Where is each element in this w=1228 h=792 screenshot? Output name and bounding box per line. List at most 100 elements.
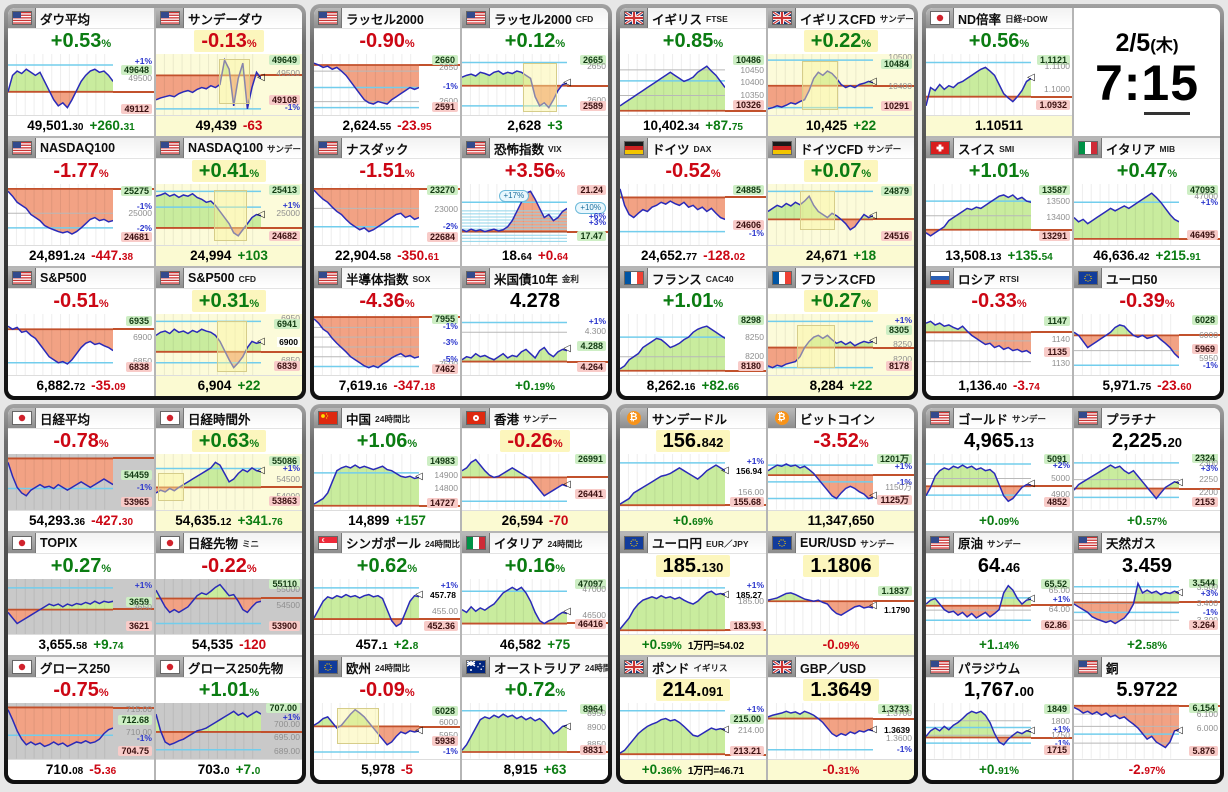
market-cell[interactable]: ゴールド サンデー 4,965.13 ◁ 5091 +2% 5000 4900 4852 +0.0… (926, 408, 1072, 531)
market-cell[interactable]: GBP／USD 1.3649 ◁ 1.3733 1.3700 1.3639 1.3600 -1… (768, 657, 914, 780)
cell-quote: 54,293.36 -427.30 (8, 509, 154, 531)
flag-tab (8, 408, 36, 428)
tick-high-badge: 47093 (1186, 184, 1218, 195)
cell-change-percent: +1.01% (662, 290, 724, 312)
market-cell[interactable]: イギリスCFDサンデー+0.22%◁1050010484104001029110… (768, 8, 914, 136)
flag-tab (156, 8, 184, 28)
market-cell[interactable]: フランス CAC40 +1.01% 8298 8250 8200 8180 8,262.16 +… (620, 268, 766, 396)
market-name: ドイツCFD (800, 142, 864, 157)
market-cell[interactable]: パラジウム 1,767.00 ◁ 1849 1800 +1% 1750 -1% 1715 +0.9… (926, 657, 1072, 780)
tick-low-badge: 1135 (1044, 346, 1070, 357)
market-cell[interactable]: 香港 サンデー -0.26% ◁ 26991 26441 26,594 -70 (462, 408, 608, 531)
tick-gridline-label: 1800 (1051, 716, 1070, 727)
market-cell[interactable]: スイス SMI +1.01% 13587 13500 13400 13291 13,508.1… (926, 138, 1072, 266)
tick-gridline-label: 214.00 (738, 724, 764, 735)
flag-tab (926, 268, 954, 288)
tick-high-badge: 10486 (732, 54, 764, 65)
sparkline-chart (926, 184, 1032, 245)
market-cell[interactable]: サンデーダウ -0.13% ◁ 49649 49500 49108 -1% 49,439 -63 (156, 8, 302, 136)
quote-value: 457.1 (355, 637, 388, 653)
cell-chart: 2660 2650 -1% 2600 2591 (314, 54, 460, 115)
market-cell[interactable]: ラッセル2000 -0.90% 2660 2650 -1% 2600 2591 2,624.5… (314, 8, 460, 136)
market-cell[interactable]: S&P500CFD+0.31%◁695069416900685068396,90… (156, 268, 302, 396)
market-cell[interactable]: 半導体指数SOX-4.36%7955-1%-3%-5%750074627,619… (314, 268, 460, 396)
tick-high-badge: 4.288 (577, 340, 606, 351)
tick-gridline-label: 1750 (1051, 730, 1070, 741)
tick-gridline-label: 455.00 (432, 605, 458, 616)
market-cell[interactable]: 米国債10年 金利 4.278 ◁ +1% 4.300 4.288 4.264 +0.19% (462, 268, 608, 396)
cell-chart: 47093 47000 +1% 46495 (1074, 184, 1220, 245)
current-price-arrow: ◁ (1175, 725, 1183, 737)
market-cell[interactable]: TOPIX +0.27% +1% 3659 3650 3621 3,655.58 +9.74 (8, 532, 154, 656)
market-cell[interactable]: ナスダック -1.51% 23270 23000 -2% 22684 22,904.58 -3… (314, 138, 460, 266)
market-cell[interactable]: 天然ガス 3.459◁ 3.5443.500+3%3.400-1%3.3003.26… (1074, 532, 1220, 656)
cell-quote: 703.0 +7.0 (156, 758, 302, 780)
cell-chart: ◁ 2324 2300 +3% 2250 2200 2153 (1074, 454, 1220, 510)
market-cell[interactable]: 日経時間外+0.63%◁55086+1%54500540005386354,63… (156, 408, 302, 531)
market-name: プラチナ (1106, 412, 1157, 427)
market-cell[interactable]: プラチナ 2,225.20 ◁ 2324 2300 +3% 2250 2200 2153 +0.5… (1074, 408, 1220, 531)
tick-high-badge: 13587 (1038, 184, 1070, 195)
cell-change-percent: 5.9722 (1116, 679, 1178, 702)
cell-header: フランス CAC40 (620, 268, 766, 289)
cell-chart: 55110 55000 54500 53900 (156, 578, 302, 635)
market-cell[interactable]: ND倍率 日経÷DOW +0.56% ◁ 1.1121 1.1100 1.1000 1.093… (926, 8, 1072, 136)
tick-high-badge: 8964 (579, 703, 606, 714)
market-cell[interactable]: オーストラリア24時間比+0.72%◁896489508900885088318… (462, 657, 608, 780)
market-cell[interactable]: ₿ サンデードル 156.842 ◁ +1% 156.94 156.00 155.68 +0.6… (620, 408, 766, 531)
tick-high-badge: 1849 (1043, 703, 1070, 714)
market-cell[interactable]: ユーロ50 -0.39% 6028 6000 5969 5950 -1% 5,971.75 -2… (1074, 268, 1220, 396)
market-cell[interactable]: NASDAQ100 -1.77% 25275 -1% 25000 -2% 24681 24,8… (8, 138, 154, 266)
market-cell[interactable]: ドイツ DAX -0.52% 24885 24606 -1% 24,652.77 -128.0… (620, 138, 766, 266)
market-cell[interactable]: イタリア MIB +0.47% 47093 47000 +1% 46495 46,636.42… (1074, 138, 1220, 266)
market-cell[interactable]: 中国 24時間比 +1.06% ◁ 14983 14900 14800 14727 14,899… (314, 408, 460, 531)
tick-high-badge: 25413 (268, 184, 300, 195)
cell-change-percent: -0.78% (53, 430, 109, 452)
cell-header: ユーロ円 EUR／JPY (620, 532, 766, 554)
cell-chart: ◁ +1% 8305 8250 8200 8178 (768, 314, 914, 375)
market-cell[interactable]: ラッセル2000 CFD +0.12% ◁ 2665 2650 2600 2589 2,628 +… (462, 8, 608, 136)
market-cell[interactable]: グロース250先物 +1.01% 707.00 +1% 700.00 695.00 689.… (156, 657, 302, 780)
quote-value: +82.66 (701, 378, 740, 393)
flag-tab (620, 268, 648, 288)
cell-header: ₿ ビットコイン (768, 408, 914, 429)
current-price-arrow: ◁ (1175, 476, 1183, 488)
market-sublabel: サンデー (867, 144, 902, 154)
market-cell[interactable]: イギリス FTSE +0.85% 10486 10450 10400 10350 10326 1… (620, 8, 766, 136)
market-cell[interactable]: 日経平均 -0.78% 54459 -1% 53965 54,293.36 -427.30 (8, 408, 154, 531)
market-cell[interactable]: ユーロ円 EUR／JPY 185.130 ◁ +1% 185.27 185.00 183.93… (620, 532, 766, 656)
current-price-arrow: ◁ (563, 606, 571, 618)
market-cell[interactable]: EUR/USD サンデー 1.1806 ◁ 1.1837 1.1790 -0.09% (768, 532, 914, 656)
sparkline-chart (156, 314, 262, 375)
tick-low-badge: 5.876 (1189, 746, 1218, 757)
market-cell[interactable]: フランスCFD +0.27% ◁ +1% 8305 8250 8200 8178 8,284 +2… (768, 268, 914, 396)
market-sublabel: ミニ (242, 538, 260, 549)
market-cell[interactable]: S&P500 -0.51% 6935 6900 6850 6838 6,882.72 -35.… (8, 268, 154, 396)
market-cell[interactable]: ロシア RTSI -0.33% 1147 1140 1135 1130 1,136.40 -3.… (926, 268, 1072, 396)
tick-percent-label: +6% (588, 210, 606, 221)
market-cell[interactable]: NASDAQ100 サンデー +0.41% ◁ 25413 +1% 25000 24682 24… (156, 138, 302, 266)
market-cell[interactable]: ダウ平均 +0.53% +1% 49648 49500 49112 49,501.30 +26… (8, 8, 154, 136)
market-cell[interactable]: イタリア 24時間比 +0.16% ◁ 47097 47000 46500 46416 46,5… (462, 532, 608, 656)
market-cell[interactable]: 原油 サンデー 64.46 ◁ 65.52 65.00 +1% 64.00 62.86 +1.14… (926, 532, 1072, 656)
tick-low-badge: 24516 (880, 231, 912, 242)
flag-tab (620, 8, 648, 28)
market-cell[interactable]: ₿ ビットコイン -3.52% ◁ 1201万 +1% -1% 1150万 1125万 11,34… (768, 408, 914, 531)
tick-gridline-label: 3.300 (1197, 615, 1218, 625)
market-cell[interactable]: グロース250 -0.75% 715.00 712.68 710.00 -1% 704.75… (8, 657, 154, 780)
tick-gridline-label: 47000 (582, 583, 606, 594)
quote-value: 3,655.58 (38, 637, 88, 653)
market-cell[interactable]: ポンド イギリス 214.091 ◁ +1% 215.00 214.00 213.21 +0.3… (620, 657, 766, 780)
baseline-marker (1031, 485, 1072, 488)
us-flag-icon (929, 535, 950, 550)
tick-gridline-label: 1140 (1051, 334, 1070, 345)
market-cell[interactable]: 恐怖指数 VIX +3.56% 21.24 +17% +10% +6% +3% 17.47 18.… (462, 138, 608, 266)
market-cell[interactable]: 日経先物 ミニ -0.22% 55110 55000 54500 53900 54,535 -1… (156, 532, 302, 656)
market-cell[interactable]: 銅 5.9722 ◁ 6.154 6.100 6.000 5.876 -2.97% (1074, 657, 1220, 780)
market-cell[interactable]: ドイツCFD サンデー +0.07% ◁ 24879 24516 24,671 +18 (768, 138, 914, 266)
quote-value: -0.09% (822, 637, 860, 653)
market-cell[interactable]: シンガポール 24時間比 +0.62% ◁ +1% 457.78 455.00 452.36 4… (314, 532, 460, 656)
tick-low-badge: 8831 (579, 744, 606, 755)
